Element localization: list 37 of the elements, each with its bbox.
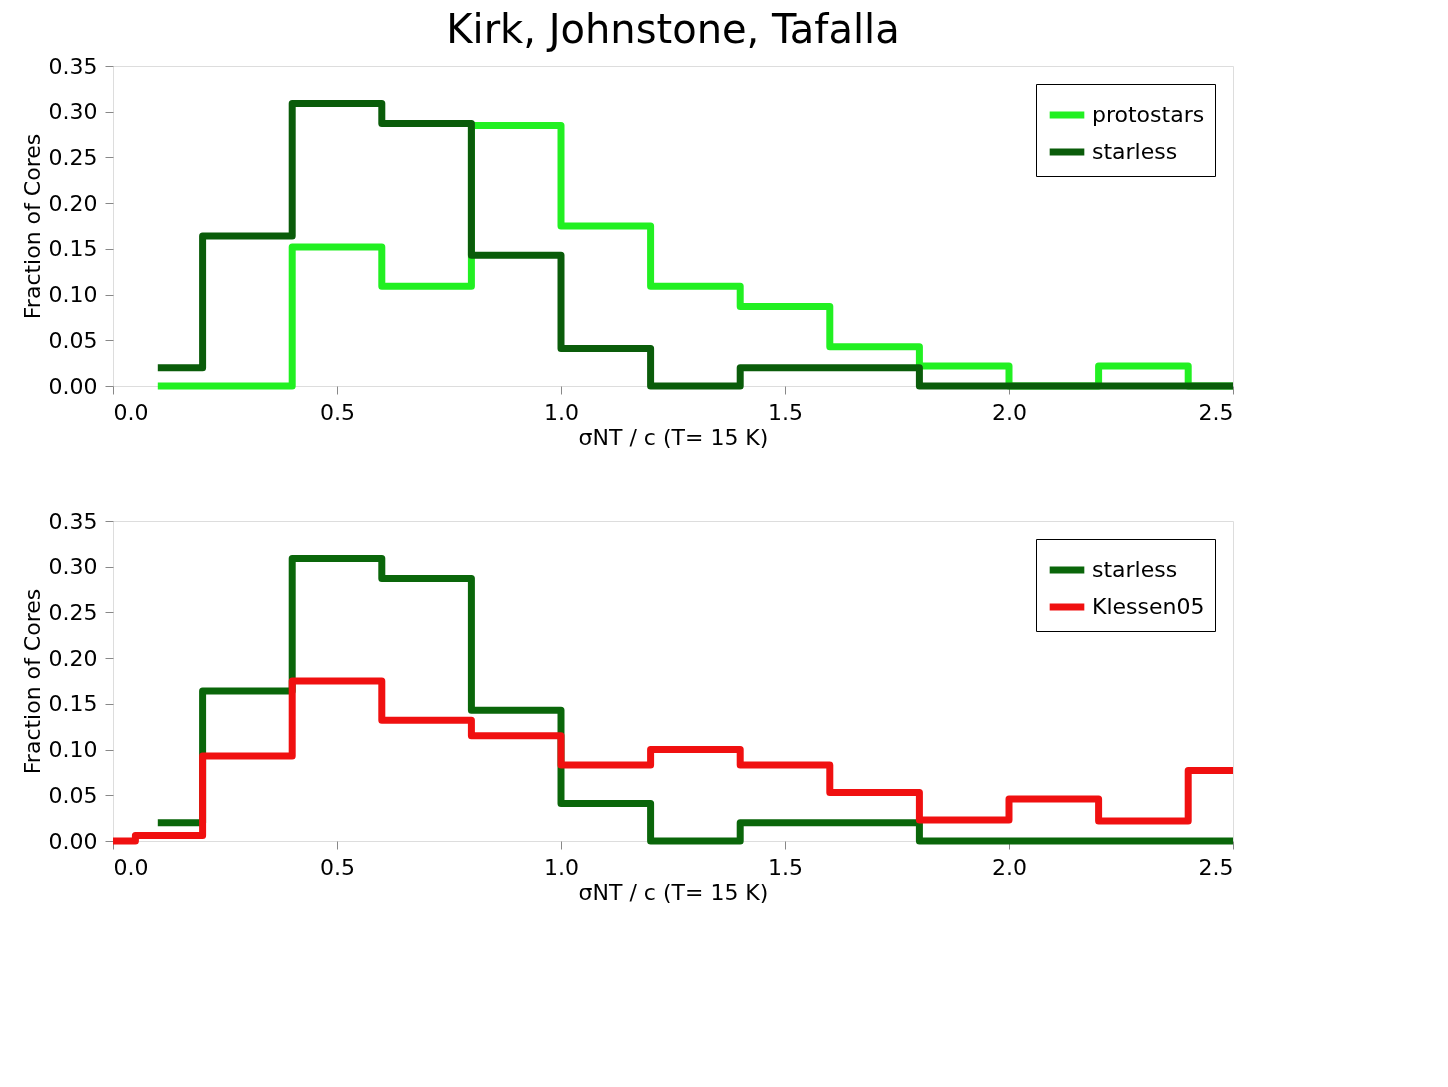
- x-tick-label: 1.0: [544, 854, 579, 880]
- x-tick-label: 0.0: [113, 399, 149, 425]
- y-tick-label: 0.30: [48, 99, 98, 125]
- x-tick-label: 2.0: [992, 399, 1027, 425]
- y-tick-label: 0.25: [48, 144, 98, 170]
- y-axis-title: Fraction of Cores: [19, 588, 45, 775]
- y-tick-label: 0.20: [48, 190, 98, 216]
- y-axis-title: Fraction of Cores: [19, 133, 45, 320]
- x-tick-label: 2.0: [992, 854, 1027, 880]
- legend-label: Klessen05: [1092, 594, 1205, 619]
- y-tick-label: 0.05: [48, 782, 98, 808]
- x-tick-label: 0.5: [320, 854, 355, 880]
- y-tick-label: 0.35: [48, 508, 98, 534]
- legend-label: protostars: [1092, 102, 1205, 127]
- x-axis-title: σNT / c (T= 15 K): [578, 879, 769, 905]
- x-tick-label: 2.5: [1198, 399, 1234, 425]
- x-tick-label: 1.0: [544, 399, 579, 425]
- y-tick-label: 0.05: [48, 327, 98, 353]
- x-axis-title: σNT / c (T= 15 K): [578, 424, 769, 450]
- y-tick-label: 0.15: [48, 236, 98, 262]
- y-tick-label: 0.15: [48, 691, 98, 717]
- y-tick-label: 0.00: [48, 828, 98, 854]
- x-tick-label: 0.0: [113, 854, 149, 880]
- y-tick-label: 0.20: [48, 645, 98, 671]
- y-tick-label: 0.10: [48, 737, 98, 763]
- y-tick-label: 0.25: [48, 599, 98, 625]
- y-tick-label: 0.30: [48, 554, 98, 580]
- legend-label: starless: [1092, 139, 1178, 164]
- x-tick-label: 1.5: [768, 854, 803, 880]
- y-tick-label: 0.35: [48, 53, 98, 79]
- x-tick-label: 0.5: [320, 399, 355, 425]
- x-tick-label: 2.5: [1198, 854, 1234, 880]
- chart-title: Kirk, Johnstone, Tafalla: [446, 6, 900, 52]
- legend-label: starless: [1092, 557, 1178, 582]
- y-tick-label: 0.10: [48, 282, 98, 308]
- y-tick-label: 0.00: [48, 373, 98, 399]
- x-tick-label: 1.5: [768, 399, 803, 425]
